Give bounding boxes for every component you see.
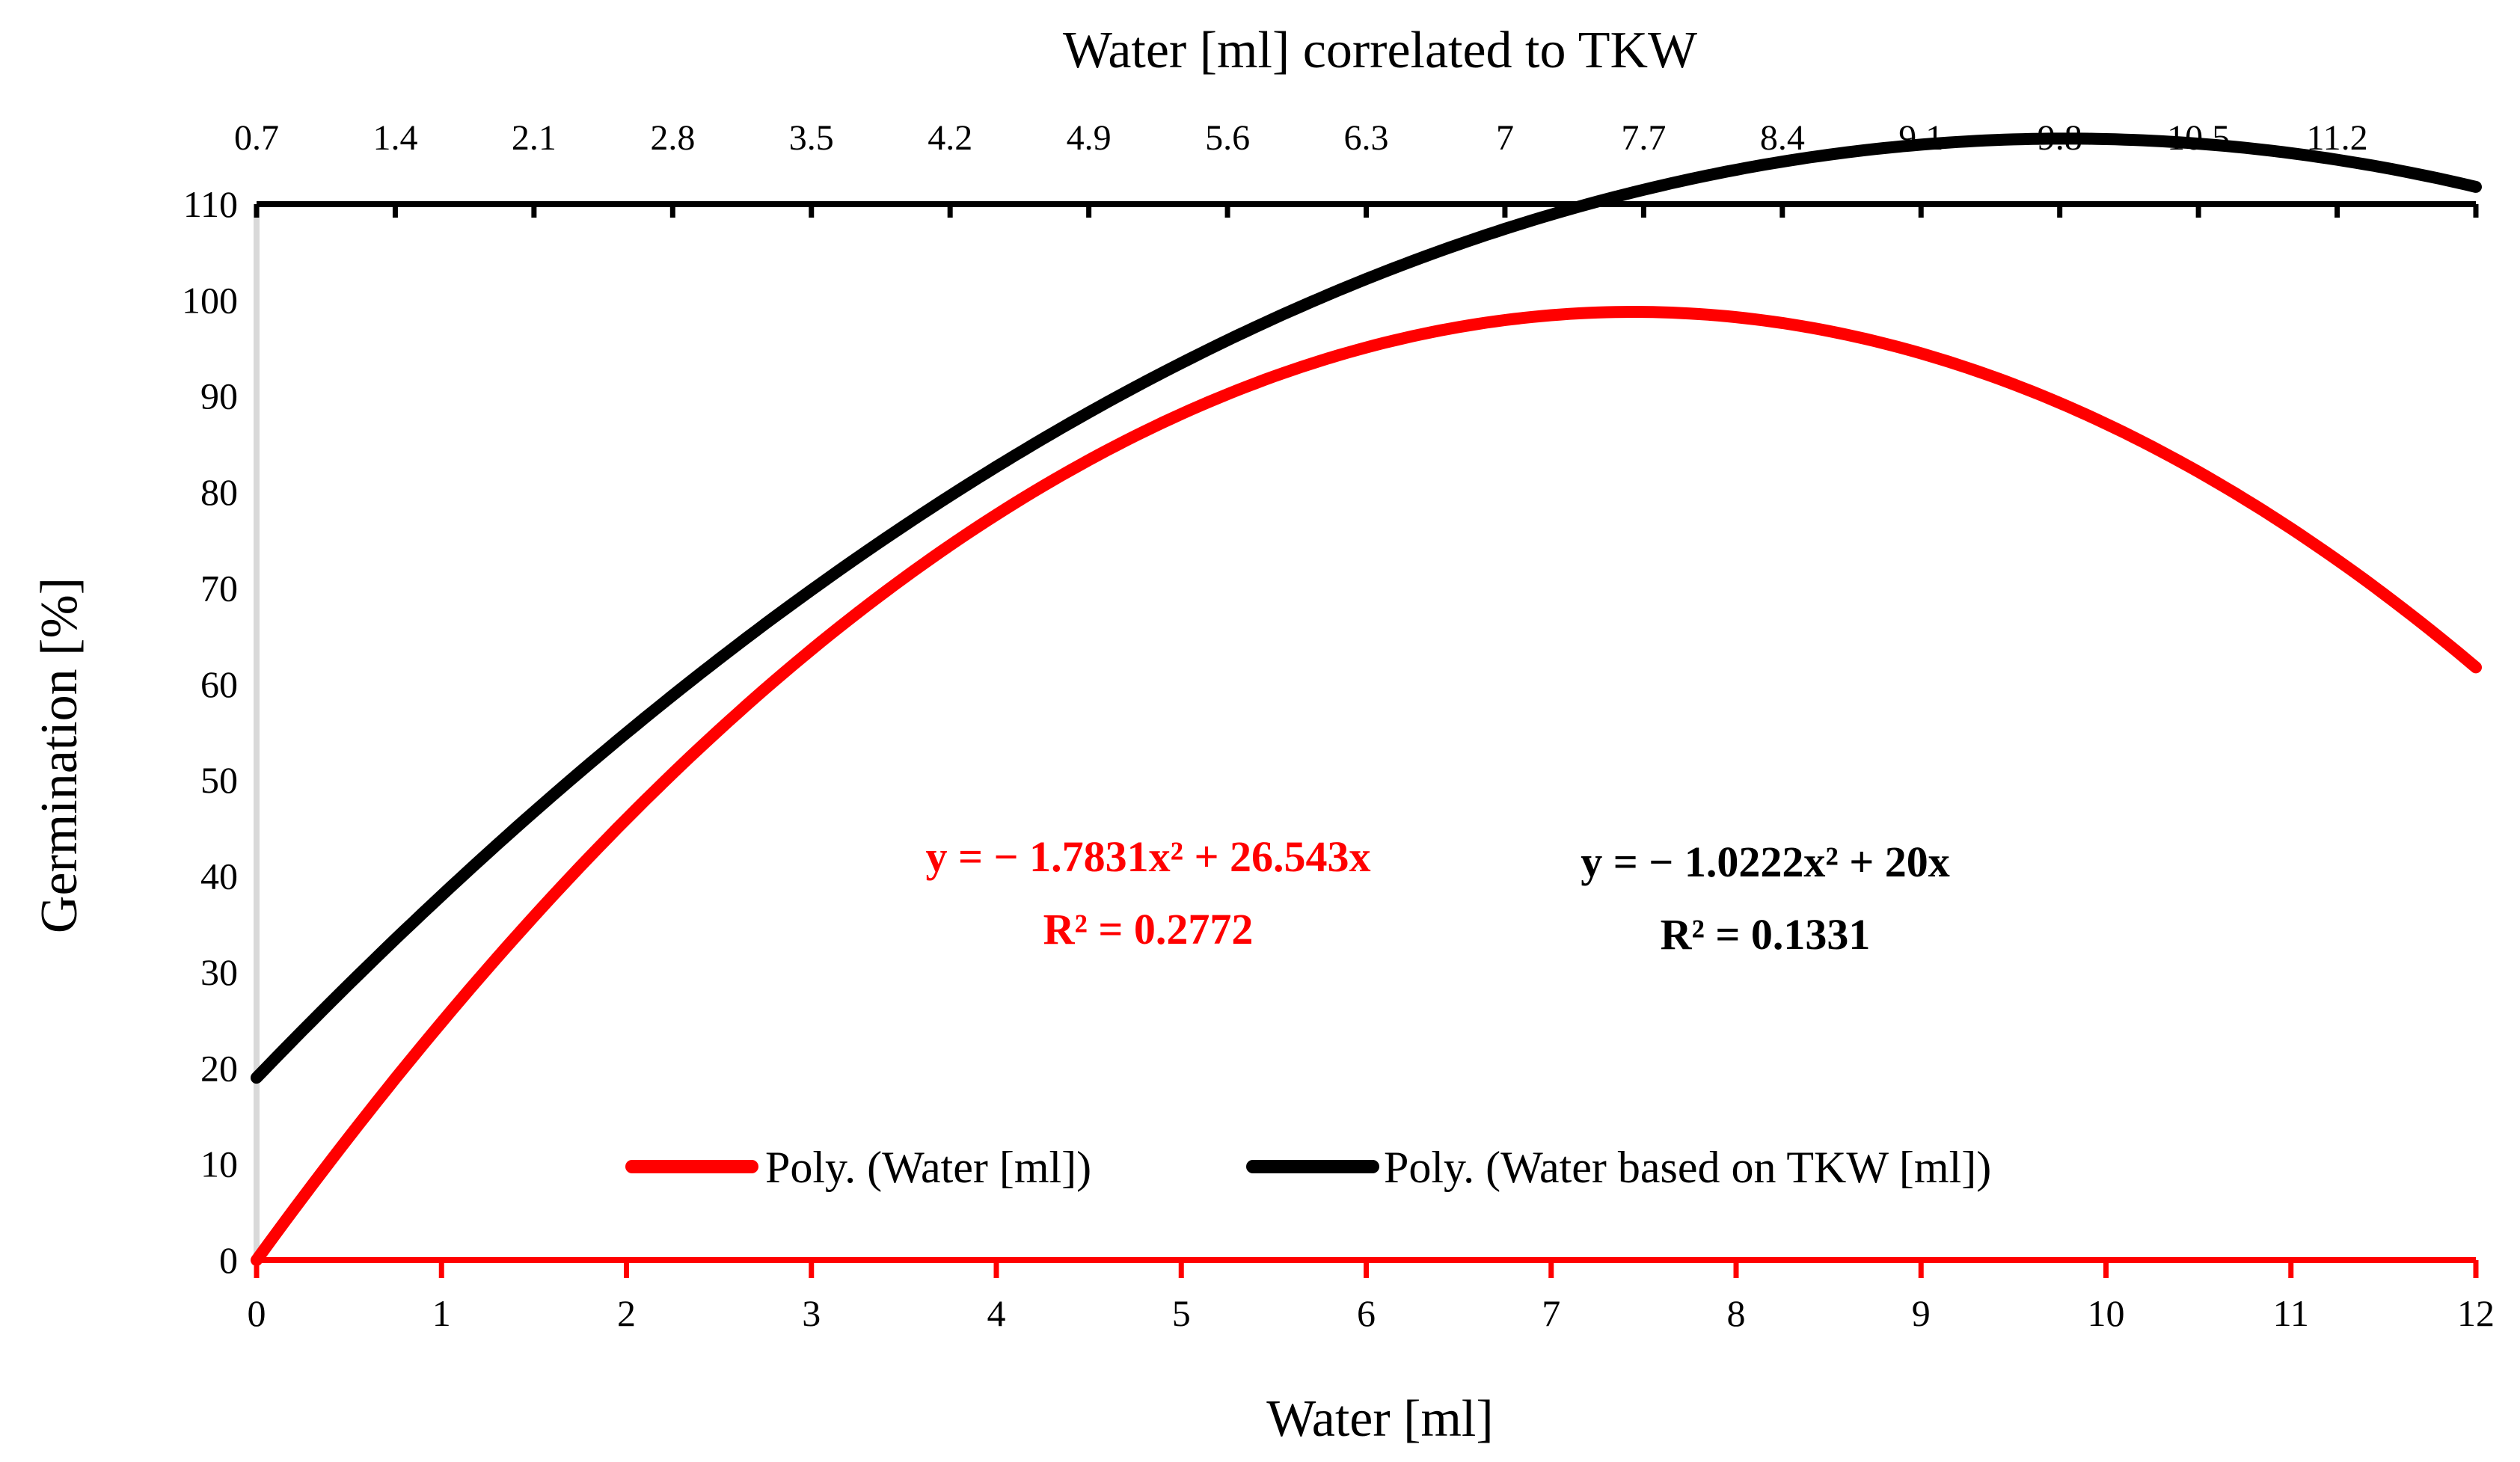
top-tick-label: 1.4 bbox=[373, 118, 417, 158]
legend: Poly. (Water [ml]) Poly. (Water based on… bbox=[625, 1143, 1991, 1192]
x-tick-label: 10 bbox=[2088, 1292, 2125, 1334]
top-tick-label: 4.2 bbox=[928, 118, 972, 158]
x-tick-label: 4 bbox=[987, 1292, 1006, 1334]
red-r-squared: R² = 0.2772 bbox=[1043, 905, 1254, 953]
legend-label-black: Poly. (Water based on TKW [ml]) bbox=[1384, 1143, 1991, 1192]
trend-curves bbox=[251, 132, 2482, 1266]
y-tick-label: 90 bbox=[200, 375, 238, 417]
black-r-squared: R² = 0.1331 bbox=[1661, 910, 1871, 959]
x-tick-label: 12 bbox=[2457, 1292, 2495, 1334]
x-tick-label: 8 bbox=[1727, 1292, 1746, 1334]
y-tick-label: 100 bbox=[182, 279, 238, 321]
y-tick-labels: 0 10 20 30 40 50 60 70 80 90 100 110 bbox=[182, 183, 238, 1281]
y-tick-label: 0 bbox=[219, 1239, 238, 1281]
x-tick-label: 11 bbox=[2273, 1292, 2309, 1334]
legend-label-red: Poly. (Water [ml]) bbox=[765, 1143, 1091, 1192]
top-tick-label: 4.9 bbox=[1067, 118, 1112, 158]
x-tick-label: 0 bbox=[248, 1292, 266, 1334]
top-tick-label: 0.7 bbox=[234, 118, 279, 158]
x-tick-label: 6 bbox=[1357, 1292, 1376, 1334]
x-axis-title: Water [ml] bbox=[1266, 1390, 1493, 1448]
y-axis-title: Germination [%] bbox=[31, 577, 88, 933]
y-tick-label: 80 bbox=[200, 471, 238, 513]
y-tick-label: 10 bbox=[200, 1143, 238, 1185]
x-tick-label: 2 bbox=[617, 1292, 636, 1334]
y-tick-label: 110 bbox=[183, 183, 238, 225]
y-tick-label: 60 bbox=[200, 663, 238, 705]
black-equation: y = − 1.0222x² + 20x bbox=[1581, 838, 1950, 886]
x-tick-label: 3 bbox=[802, 1292, 821, 1334]
top-tick-label: 8.4 bbox=[1760, 118, 1805, 158]
y-tick-label: 20 bbox=[200, 1047, 238, 1089]
top-tick-label: 3.5 bbox=[789, 118, 834, 158]
x-tick-label: 1 bbox=[432, 1292, 451, 1334]
top-tick-label: 6.3 bbox=[1344, 118, 1389, 158]
y-tick-label: 70 bbox=[200, 567, 238, 609]
red-equation: y = − 1.7831x² + 26.543x bbox=[925, 832, 1370, 881]
top-tick-label: 2.1 bbox=[512, 118, 557, 158]
x-tick-labels: 0 1 2 3 4 5 6 7 8 9 10 11 12 bbox=[248, 1260, 2495, 1334]
y-tick-label: 30 bbox=[200, 951, 238, 993]
x-tick-label: 7 bbox=[1542, 1292, 1560, 1334]
trend-curve-1 bbox=[251, 132, 2482, 1084]
y-tick-label: 40 bbox=[200, 856, 238, 897]
y-tick-label: 50 bbox=[200, 759, 238, 801]
x-tick-label: 5 bbox=[1172, 1292, 1191, 1334]
top-tick-label: 5.6 bbox=[1205, 118, 1250, 158]
top-tick-label: 7 bbox=[1496, 118, 1514, 158]
x-tick-label: 9 bbox=[1912, 1292, 1931, 1334]
trend-curve-0 bbox=[251, 306, 2482, 1266]
top-axis-title: Water [ml] correlated to TKW bbox=[1063, 22, 1697, 79]
top-tick-label: 2.8 bbox=[650, 118, 695, 158]
top-tick-label: 7.7 bbox=[1621, 118, 1666, 158]
